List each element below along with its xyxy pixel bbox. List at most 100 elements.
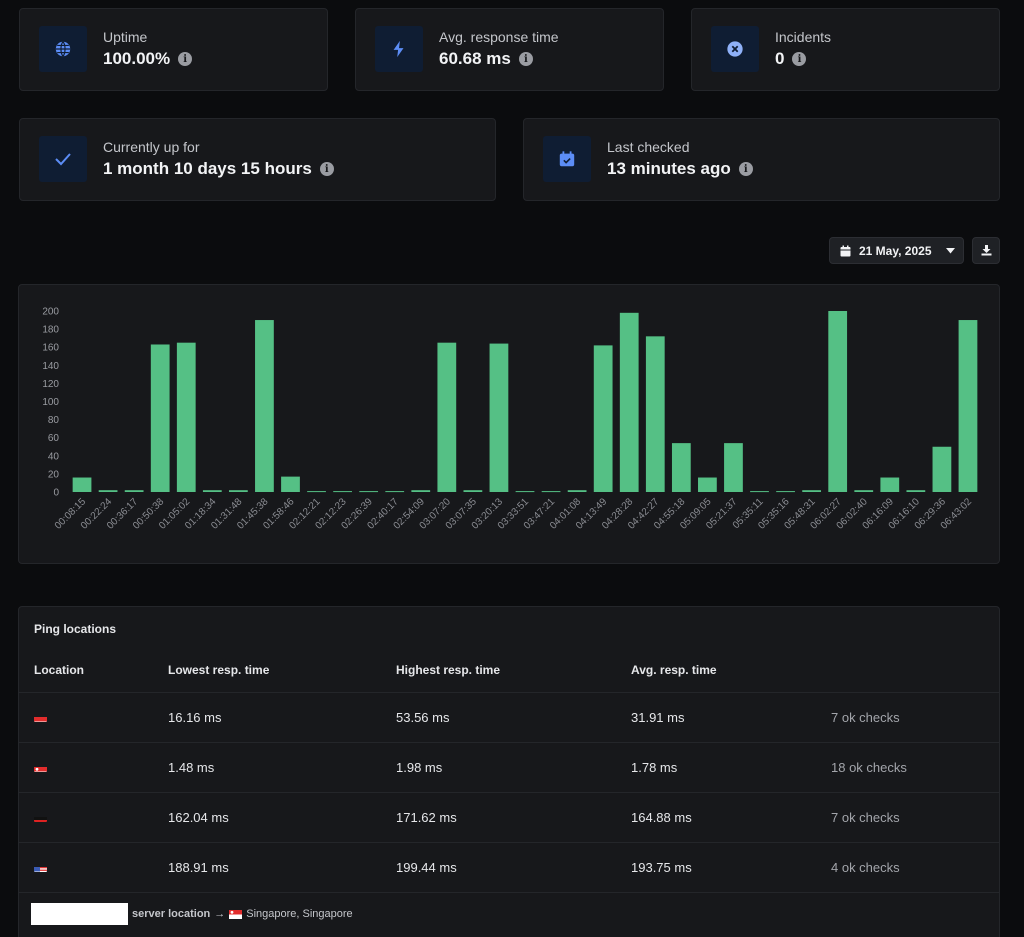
bar[interactable] [72, 477, 92, 492]
info-icon[interactable]: i [178, 52, 193, 66]
currently-up-value: 1 month 10 days 15 hours [103, 159, 312, 178]
header-lowest: Lowest resp. time [168, 663, 270, 677]
avg-response-label: Avg. response time [439, 29, 559, 45]
bar[interactable] [854, 490, 874, 492]
redacted-block [31, 903, 128, 925]
bar[interactable] [411, 490, 431, 492]
y-tick-label: 200 [42, 307, 59, 318]
table-row: 162.04 ms 171.62 ms 164.88 ms 7 ok check… [19, 792, 999, 842]
currently-up-label: Currently up for [103, 139, 200, 155]
bar[interactable] [619, 312, 639, 492]
bar[interactable] [541, 491, 561, 493]
calendar-icon [840, 245, 851, 256]
singapore-flag-icon [229, 909, 243, 919]
y-tick-label: 120 [42, 379, 59, 390]
bar[interactable] [724, 443, 743, 492]
bar[interactable] [698, 477, 717, 492]
highest-cell: 199.44 ms [396, 860, 457, 875]
avg-response-card: Avg. response time 60.68 ms i [355, 8, 664, 91]
singapore-flag-icon [34, 763, 47, 772]
y-tick-label: 20 [48, 469, 60, 480]
incidents-card: Incidents 0 i [691, 8, 1000, 91]
globe-icon [39, 26, 87, 72]
info-icon[interactable]: i [319, 162, 334, 176]
bar[interactable] [880, 477, 900, 492]
uptime-value: 100.00% [103, 49, 171, 68]
currently-up-card: Currently up for 1 month 10 days 15 hour… [19, 118, 496, 201]
y-tick-label: 0 [53, 488, 59, 499]
usa-flag-icon [34, 863, 47, 872]
checks-cell: 4 ok checks [831, 860, 900, 875]
y-tick-label: 140 [42, 361, 59, 372]
info-icon[interactable]: i [518, 52, 533, 66]
germany-flag-icon [34, 813, 47, 822]
incidents-label: Incidents [775, 29, 832, 45]
bar[interactable] [202, 490, 222, 492]
avg-cell: 193.75 ms [631, 860, 692, 875]
bar[interactable] [150, 344, 170, 492]
bar[interactable] [958, 320, 978, 492]
x-circle-icon [711, 26, 759, 72]
chevron-down-icon [945, 247, 955, 253]
y-tick-label: 180 [42, 325, 59, 336]
avg-response-value: 60.68 ms [439, 49, 511, 68]
bar[interactable] [255, 320, 274, 492]
bar[interactable] [333, 491, 352, 493]
bar[interactable] [671, 443, 691, 492]
bar[interactable] [124, 490, 144, 492]
info-icon[interactable]: i [792, 52, 807, 66]
footer-row [19, 892, 999, 937]
ping-locations-title: Ping locations [34, 622, 117, 636]
bar[interactable] [828, 311, 848, 492]
header-highest: Highest resp. time [396, 663, 501, 677]
bar[interactable] [228, 490, 248, 492]
currently-up-value-row: 1 month 10 days 15 hours i [103, 159, 334, 179]
bar[interactable] [281, 476, 300, 492]
avg-cell: 164.88 ms [631, 810, 692, 825]
uptime-label: Uptime [103, 29, 148, 45]
date-picker[interactable]: 21 May, 2025 [829, 237, 964, 264]
bar[interactable] [98, 490, 118, 492]
last-checked-label: Last checked [607, 139, 690, 155]
download-icon [981, 245, 991, 256]
bar[interactable] [463, 490, 483, 492]
last-checked-value: 13 minutes ago [607, 159, 731, 178]
lowest-cell: 16.16 ms [168, 710, 222, 725]
lowest-cell: 162.04 ms [168, 810, 229, 825]
bar[interactable] [776, 491, 795, 493]
bar[interactable] [489, 343, 509, 492]
server-location-value: Singapore, Singapore [246, 908, 353, 920]
bar[interactable] [515, 491, 535, 493]
y-tick-label: 60 [48, 433, 60, 444]
bar[interactable] [802, 490, 822, 492]
bar[interactable] [359, 491, 379, 493]
server-location-footer: server location → Singapore, Singapore [31, 903, 353, 925]
bar[interactable] [593, 345, 613, 492]
bar[interactable] [906, 490, 926, 492]
header-avg: Avg. resp. time [631, 663, 717, 677]
bar[interactable] [932, 446, 952, 492]
calendar-check-icon [543, 136, 591, 182]
bar[interactable] [437, 342, 457, 492]
download-button[interactable] [972, 237, 1000, 264]
bar[interactable] [385, 491, 405, 493]
bar[interactable] [645, 336, 665, 492]
arrow-right-icon: → [214, 908, 226, 920]
bar[interactable] [567, 490, 587, 492]
header-location: Location [34, 663, 84, 677]
uptime-value-row: 100.00% i [103, 49, 193, 69]
bar[interactable] [750, 491, 769, 493]
incidents-value-row: 0 i [775, 49, 807, 69]
highest-cell: 1.98 ms [396, 760, 443, 775]
avg-cell: 31.91 ms [631, 710, 685, 725]
incidents-value: 0 [775, 49, 785, 68]
bar[interactable] [307, 491, 326, 493]
info-icon[interactable]: i [738, 162, 753, 176]
avg-response-value-row: 60.68 ms i [439, 49, 533, 69]
y-tick-label: 100 [42, 397, 59, 408]
response-time-chart: 02040608010012014016018020000:08:1500:22… [42, 307, 978, 532]
table-row: 16.16 ms 53.56 ms 31.91 ms 7 ok checks [19, 692, 999, 742]
bar[interactable] [176, 342, 196, 492]
highest-cell: 171.62 ms [396, 810, 457, 825]
checks-cell: 7 ok checks [831, 810, 900, 825]
